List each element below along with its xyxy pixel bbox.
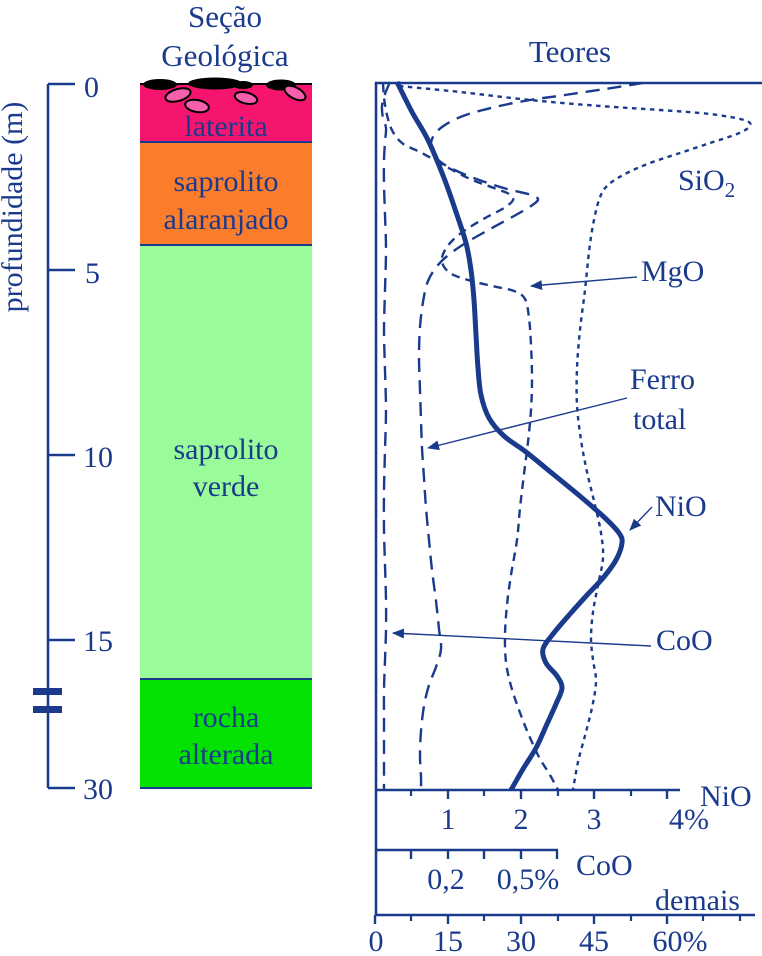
coo-axis-tick-05: 0,5%: [497, 863, 560, 896]
coo-arrow-icon: [392, 628, 652, 647]
ferro-total-curve: [417, 81, 644, 791]
layer-saprolito-alaranjado: [140, 142, 312, 245]
axis-break-bar: [33, 706, 62, 713]
strat-column: [140, 77, 312, 789]
demais-axis-tick-60: 60%: [653, 925, 708, 956]
nio-axis-tick-3: 3: [587, 803, 602, 836]
label-rocha: rocha: [193, 701, 260, 734]
demais-axis-tick-0: 0: [369, 925, 384, 956]
coo-axis-tick-02: 0,2: [427, 863, 465, 896]
chart-frame: [374, 81, 762, 915]
nio-axis-tick-4: 4%: [669, 803, 709, 836]
laterite-crust-blobs-icon: [143, 77, 296, 91]
nio-axis-tick-2: 2: [514, 803, 529, 836]
demais-axis-tick-45: 45: [579, 925, 609, 956]
coo-axis-title: CoO: [576, 849, 633, 882]
depth-tick-5: 5: [85, 257, 100, 290]
label-alaranjado: alaranjado: [164, 203, 289, 236]
nio-axis: [375, 788, 680, 799]
coo-curve: [380, 81, 392, 790]
ferro-curve-label-line1: Ferro: [630, 363, 695, 396]
depth-axis-label: profundidade (m): [0, 102, 29, 313]
sio2-curve-label: SiO2: [678, 164, 735, 202]
label-saprolito-v: saprolito: [174, 433, 279, 466]
depth-axis: [33, 82, 75, 790]
chart-title: Teores: [529, 34, 611, 69]
layer-saprolito-verde: [140, 245, 312, 679]
nio-arrow-icon: [629, 506, 653, 531]
demais-axis: [373, 913, 755, 924]
ferro-curve-label-line2: total: [633, 403, 686, 436]
depth-tick-0: 0: [84, 71, 99, 104]
label-verde: verde: [193, 470, 260, 503]
nio-axis-tick-1: 1: [441, 803, 456, 836]
nio-curve: [394, 80, 625, 792]
column-title-line2: Geológica: [161, 38, 289, 73]
nio-curve-label: NiO: [655, 490, 707, 523]
depth-tick-15: 15: [83, 625, 113, 658]
coo-curve-label: CoO: [656, 624, 713, 657]
depth-tick-10: 10: [83, 441, 113, 474]
demais-axis-title: demais: [655, 884, 740, 917]
label-saprolito-a: saprolito: [174, 165, 279, 198]
ferro-total-arrow-icon: [427, 397, 628, 451]
depth-tick-30: 30: [83, 773, 113, 806]
mgo-arrow-icon: [530, 276, 638, 291]
coo-axis: [375, 848, 559, 859]
demais-axis-tick-15: 15: [433, 925, 463, 956]
mgo-curve: [381, 83, 560, 791]
pisolite-pebbles-icon: [164, 84, 307, 114]
mgo-curve-label: MgO: [641, 255, 704, 288]
label-alterada: alterada: [179, 738, 274, 771]
nio-axis-title: NiO: [700, 780, 752, 813]
label-laterita: laterita: [184, 110, 267, 143]
demais-axis-tick-30: 30: [506, 925, 536, 956]
column-title-line1: Seção: [188, 0, 262, 34]
axis-break-bar: [33, 688, 62, 695]
layer-rocha-alterada: [140, 679, 312, 788]
